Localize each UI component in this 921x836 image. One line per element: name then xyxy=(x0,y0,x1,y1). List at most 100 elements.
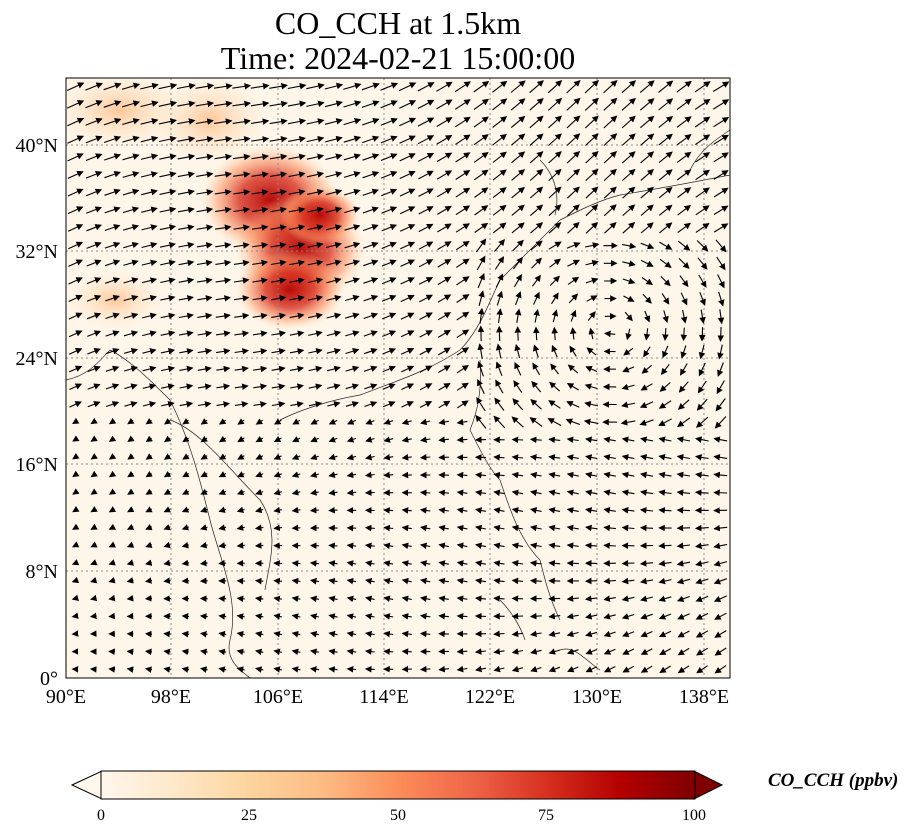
wind-arrow xyxy=(473,169,489,181)
wind-arrow xyxy=(255,418,264,425)
wind-arrow xyxy=(660,276,671,287)
wind-arrow xyxy=(639,507,654,514)
wind-arrow xyxy=(662,345,669,359)
wind-arrow xyxy=(126,666,134,673)
wind-arrow xyxy=(418,277,434,285)
wind-arrow xyxy=(250,100,270,108)
wind-arrow xyxy=(511,471,524,479)
wind-arrow xyxy=(287,100,307,108)
wind-arrow xyxy=(529,133,544,146)
wind-arrow xyxy=(181,541,190,549)
wind-arrow xyxy=(126,559,135,566)
wind-arrow xyxy=(585,507,598,514)
wind-arrow xyxy=(478,290,485,306)
wind-arrow xyxy=(292,418,301,425)
lon-tick-labels: 90°E 98°E 106°E 114°E 122°E 130°E 138°E xyxy=(46,686,729,708)
wind-arrow xyxy=(270,242,287,249)
wind-arrow xyxy=(310,630,320,638)
wind-arrow xyxy=(622,366,635,373)
wind-arrow xyxy=(676,134,692,146)
wind-arrow xyxy=(104,188,121,196)
wind-arrow xyxy=(233,224,250,231)
wind-arrow xyxy=(456,507,468,514)
wind-arrow xyxy=(104,171,121,179)
wind-arrow xyxy=(475,560,486,567)
wind-arrow xyxy=(511,151,526,164)
wind-arrow xyxy=(365,595,375,603)
wind-arrow xyxy=(585,454,598,461)
wind-arrow xyxy=(718,291,725,307)
wind-arrow xyxy=(159,206,177,214)
wind-arrow xyxy=(401,418,412,426)
wind-arrow xyxy=(214,136,233,143)
wind-arrow xyxy=(495,273,504,288)
wind-arrow xyxy=(234,348,249,355)
wind-arrow xyxy=(145,488,153,495)
wind-arrow xyxy=(236,506,245,513)
wind-arrow xyxy=(177,171,195,178)
wind-arrow xyxy=(511,186,525,199)
wind-arrow xyxy=(511,436,524,444)
wind-arrow xyxy=(103,82,122,91)
wind-arrow xyxy=(621,454,635,461)
wind-arrow xyxy=(87,330,102,337)
wind-arrow xyxy=(547,97,563,111)
wind-arrow xyxy=(530,507,542,514)
wind-arrow xyxy=(493,415,506,429)
wind-arrow xyxy=(325,135,343,143)
wind-arrow xyxy=(233,171,251,178)
wind-arrow xyxy=(400,330,415,338)
wind-arrow xyxy=(399,224,416,232)
wind-arrow xyxy=(122,135,140,143)
wind-arrow xyxy=(658,507,672,514)
wind-arrow xyxy=(383,648,394,655)
wind-arrow xyxy=(401,383,415,390)
wind-arrow xyxy=(236,524,245,531)
wind-arrow xyxy=(419,330,433,338)
wind-arrow xyxy=(658,630,672,638)
colorbar-extend-min xyxy=(70,770,103,800)
wind-arrow xyxy=(289,365,305,373)
wind-arrow xyxy=(163,453,172,460)
wind-arrow xyxy=(418,241,434,250)
wind-arrow xyxy=(694,81,711,93)
wind-arrow xyxy=(454,99,471,110)
wind-arrow xyxy=(680,309,688,324)
wind-arrow xyxy=(566,489,579,496)
wind-arrow xyxy=(72,453,80,460)
wind-arrow xyxy=(438,436,449,443)
wind-arrow xyxy=(346,560,357,567)
wind-arrow xyxy=(492,187,507,199)
wind-arrow xyxy=(584,97,599,111)
wind-arrow xyxy=(163,559,171,567)
wind-arrow xyxy=(325,206,343,213)
wind-arrow xyxy=(473,134,489,146)
wind-arrow xyxy=(400,312,415,320)
wind-arrow xyxy=(346,613,357,620)
wind-arrow xyxy=(658,98,674,111)
wind-arrow xyxy=(328,560,338,567)
wind-arrow xyxy=(197,295,213,302)
wind-arrow xyxy=(603,436,616,444)
wind-arrow xyxy=(585,648,598,655)
wind-arrow xyxy=(308,330,323,337)
wind-arrow xyxy=(86,277,102,285)
wind-arrow xyxy=(199,613,208,620)
wind-arrow xyxy=(233,242,250,249)
wind-arrow xyxy=(289,259,305,267)
wind-arrow xyxy=(677,630,690,638)
wind-arrow xyxy=(234,383,249,390)
wind-arrow xyxy=(456,595,468,602)
wind-arrow xyxy=(307,312,323,320)
wind-arrow xyxy=(108,612,116,620)
wind-arrow xyxy=(290,401,304,408)
wind-arrow xyxy=(253,365,268,373)
wind-arrow xyxy=(216,383,231,390)
wind-arrow xyxy=(181,630,190,638)
wind-arrow xyxy=(126,648,134,656)
wind-arrow xyxy=(215,259,232,267)
wind-arrow xyxy=(255,506,264,514)
wind-arrow xyxy=(85,153,103,162)
wind-arrow xyxy=(399,135,416,144)
wind-arrow xyxy=(567,221,580,234)
